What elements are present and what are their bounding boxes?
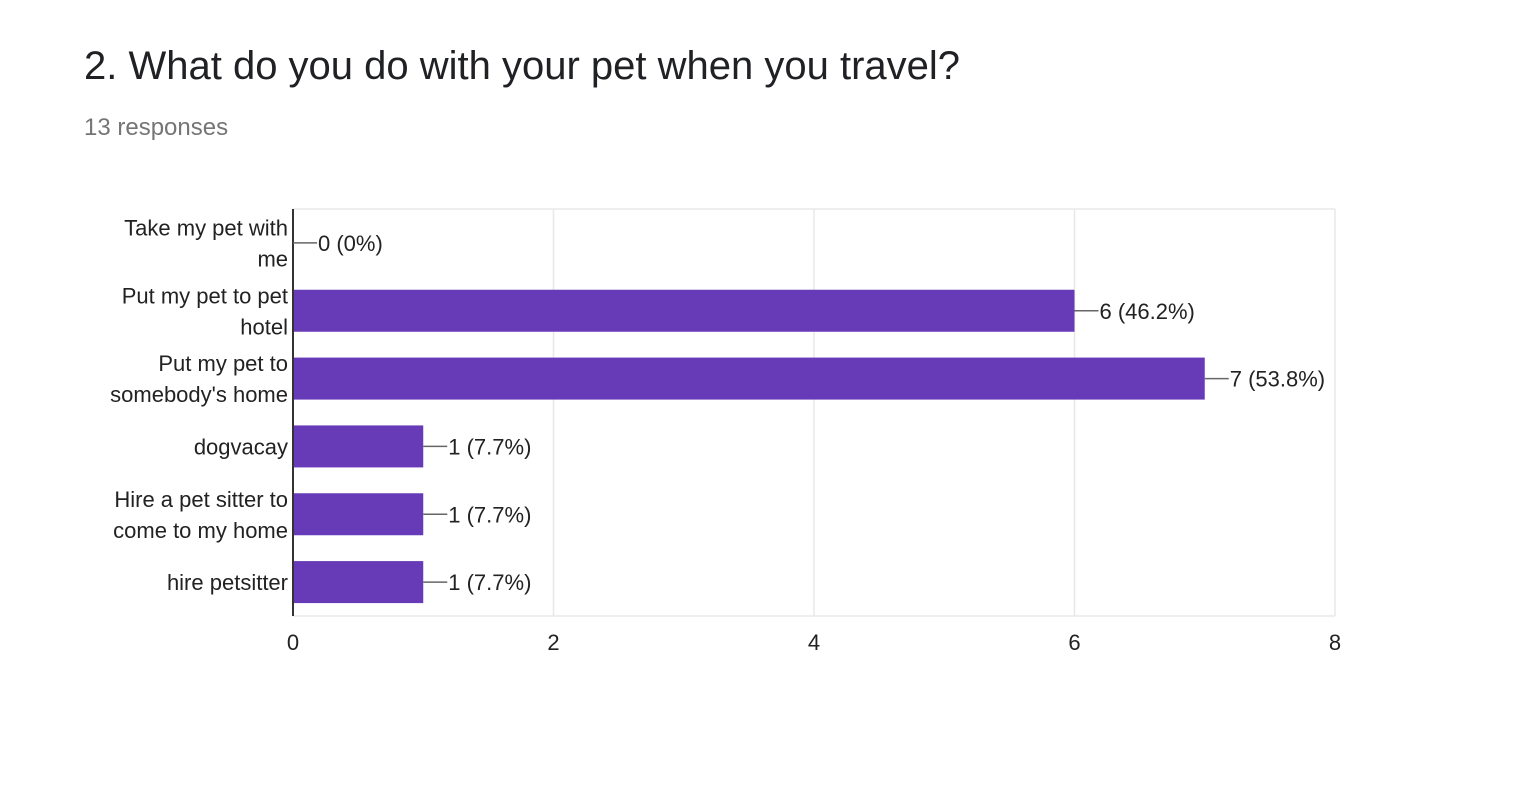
data-label: 1 (7.7%) bbox=[448, 434, 531, 459]
chart-grid bbox=[293, 208, 1336, 617]
data-label: 7 (53.8%) bbox=[1230, 367, 1325, 392]
data-label: 1 (7.7%) bbox=[448, 502, 531, 527]
data-label: 1 (7.7%) bbox=[448, 570, 531, 595]
x-tick-label: 0 bbox=[287, 630, 299, 655]
category-label: come to my home bbox=[113, 518, 288, 543]
chart-labels: 0 2 4 6 8 0 (0%) Take my pet with me 6 (46.2%) Pu… bbox=[110, 215, 1341, 655]
x-tick-label: 4 bbox=[808, 630, 820, 655]
response-count: 13 responses bbox=[84, 114, 229, 141]
bar[interactable] bbox=[293, 425, 424, 468]
bar[interactable] bbox=[293, 561, 424, 604]
category-label: hire petsitter bbox=[167, 570, 288, 595]
bar[interactable] bbox=[293, 289, 1075, 332]
x-tick-label: 2 bbox=[547, 630, 559, 655]
category-label: hotel bbox=[240, 314, 288, 339]
question-title: 2. What do you do with your pet when you… bbox=[84, 44, 961, 88]
category-label: Put my pet to pet bbox=[122, 283, 288, 308]
bar[interactable] bbox=[293, 493, 424, 536]
chart-bars bbox=[293, 289, 1205, 604]
x-tick-label: 6 bbox=[1068, 630, 1080, 655]
data-label: 6 (46.2%) bbox=[1100, 299, 1195, 324]
category-label: somebody's home bbox=[110, 382, 288, 407]
category-label: Hire a pet sitter to bbox=[114, 487, 288, 512]
category-label: Take my pet with bbox=[124, 215, 288, 240]
bar[interactable] bbox=[293, 357, 1205, 400]
category-label: dogvacay bbox=[194, 434, 288, 459]
x-tick-label: 8 bbox=[1329, 630, 1341, 655]
data-label: 0 (0%) bbox=[318, 231, 383, 256]
category-label: Put my pet to bbox=[158, 351, 288, 376]
category-label: me bbox=[257, 246, 288, 271]
